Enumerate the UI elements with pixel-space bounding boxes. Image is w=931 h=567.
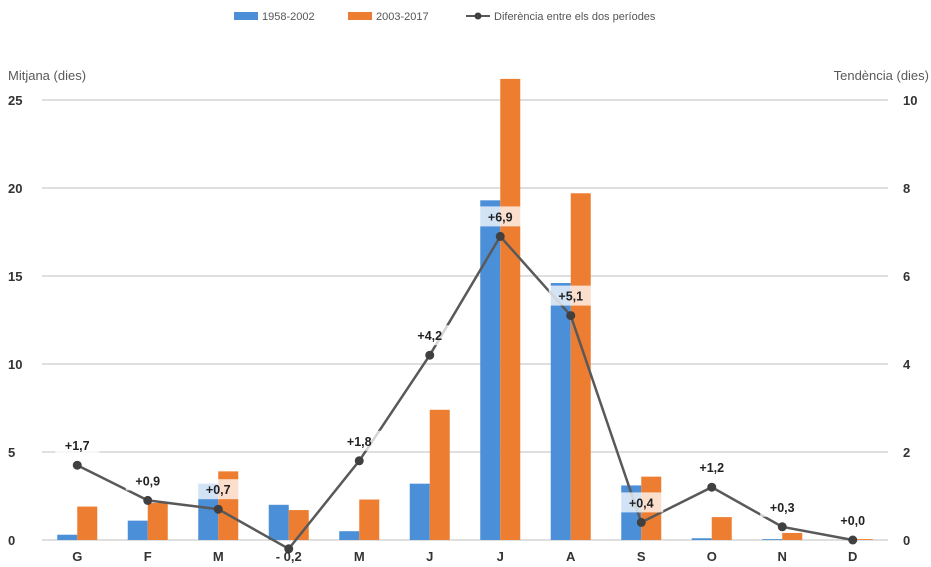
difference-line: +1,7 +0,9 +0,7 +1,8 +4,2 +6,9 +5,1 +0,4 +1,2 +0,3… — [55, 206, 875, 554]
x-tick-label: D — [848, 549, 857, 564]
difference-point — [143, 495, 153, 505]
bar-series-2 — [500, 78, 521, 540]
bar-series-1 — [339, 531, 360, 540]
bar-series-1 — [691, 538, 712, 540]
data-label-bg — [55, 435, 100, 456]
data-label-bg — [125, 470, 170, 491]
x-tick-label: M — [213, 549, 224, 564]
difference-point — [848, 535, 858, 545]
difference-point — [284, 544, 294, 554]
bar-series-1 — [409, 483, 430, 540]
bar-series-1 — [550, 283, 571, 540]
data-label: +6,9 — [488, 210, 513, 224]
y2-axis-ticks: 0 2 4 6 8 10 — [903, 93, 917, 548]
data-label: +0,9 — [135, 474, 160, 488]
data-label: +0,4 — [629, 496, 654, 510]
y-tick-label: 20 — [8, 181, 22, 196]
difference-point — [777, 522, 787, 532]
bars — [57, 78, 873, 540]
legend: 1958-2002 2003-2017 Diferència entre els… — [234, 11, 656, 23]
data-label-bg — [478, 206, 523, 227]
x-tick-label: O — [707, 549, 717, 564]
y-tick-label: 0 — [8, 533, 15, 548]
y2-tick-label: 2 — [903, 445, 910, 460]
difference-point — [566, 311, 576, 321]
legend-label-series-3: Diferència entre els dos períodes — [494, 11, 656, 23]
data-label: +1,2 — [699, 461, 724, 475]
difference-point — [495, 231, 505, 241]
y-tick-label: 15 — [8, 269, 22, 284]
legend-marker-series-3 — [474, 12, 482, 20]
y2-tick-label: 8 — [903, 181, 910, 196]
legend-label-series-1: 1958-2002 — [262, 11, 315, 23]
x-tick-label: J — [426, 549, 433, 564]
bar-series-1 — [57, 534, 78, 540]
x-axis-labels: G F M - 0,2 M J J A S O N D — [72, 549, 857, 564]
data-label: +1,8 — [347, 435, 372, 449]
bar-series-2 — [711, 517, 732, 540]
gridlines — [42, 99, 888, 541]
data-label: +0,7 — [206, 483, 231, 497]
bar-series-2 — [147, 503, 168, 540]
y2-axis-title: Tendència (dies) — [834, 68, 929, 83]
bar-series-1 — [268, 504, 289, 540]
y2-tick-label: 10 — [903, 93, 917, 108]
data-label-bg — [407, 325, 452, 346]
x-tick-label: F — [144, 549, 152, 564]
legend-swatch-series-2 — [348, 12, 372, 20]
bar-series-1 — [480, 200, 501, 540]
y-tick-label: 5 — [8, 445, 15, 460]
difference-point — [636, 517, 646, 527]
x-tick-label: S — [637, 549, 646, 564]
data-label-bg — [548, 285, 593, 306]
data-label-bg — [760, 496, 805, 517]
y-axis-ticks: 0 5 10 15 20 25 — [8, 93, 22, 548]
bar-series-2 — [359, 499, 380, 540]
y-tick-label: 10 — [8, 357, 22, 372]
difference-point — [707, 482, 717, 492]
x-tick-label: - 0,2 — [276, 549, 302, 564]
data-label-bg — [337, 430, 382, 451]
data-label-bg — [830, 510, 875, 530]
legend-label-series-2: 2003-2017 — [376, 11, 429, 23]
data-label-bg — [196, 479, 241, 500]
data-label: +5,1 — [558, 290, 583, 304]
data-label-bg — [619, 492, 664, 513]
bar-series-2 — [570, 193, 591, 540]
bar-series-1 — [127, 520, 148, 540]
y2-tick-label: 4 — [903, 357, 911, 372]
bar-series-2 — [782, 532, 803, 540]
x-tick-label: A — [566, 549, 576, 564]
bar-series-1 — [762, 539, 783, 540]
y2-tick-label: 6 — [903, 269, 910, 284]
difference-point — [72, 460, 82, 470]
difference-line-path — [76, 234, 853, 551]
x-tick-label: G — [72, 549, 82, 564]
data-label: +1,7 — [65, 439, 90, 453]
data-label-bg — [689, 457, 734, 478]
data-label: +0,0 — [840, 514, 865, 528]
legend-swatch-series-1 — [234, 12, 258, 20]
x-tick-label: J — [497, 549, 504, 564]
y-axis-title: Mitjana (dies) — [8, 68, 86, 83]
x-tick-label: M — [354, 549, 365, 564]
x-tick-label: N — [778, 549, 787, 564]
bar-series-2 — [77, 506, 98, 540]
y2-tick-label: 0 — [903, 533, 910, 548]
data-label: +0,3 — [770, 501, 795, 515]
bar-series-2 — [852, 539, 873, 540]
y-tick-label: 25 — [8, 93, 22, 108]
data-label: +4,2 — [417, 329, 442, 343]
difference-point — [354, 456, 364, 466]
difference-point — [213, 504, 223, 514]
bar-series-2 — [288, 510, 309, 540]
difference-point — [425, 350, 435, 360]
bar-series-2 — [429, 409, 450, 540]
